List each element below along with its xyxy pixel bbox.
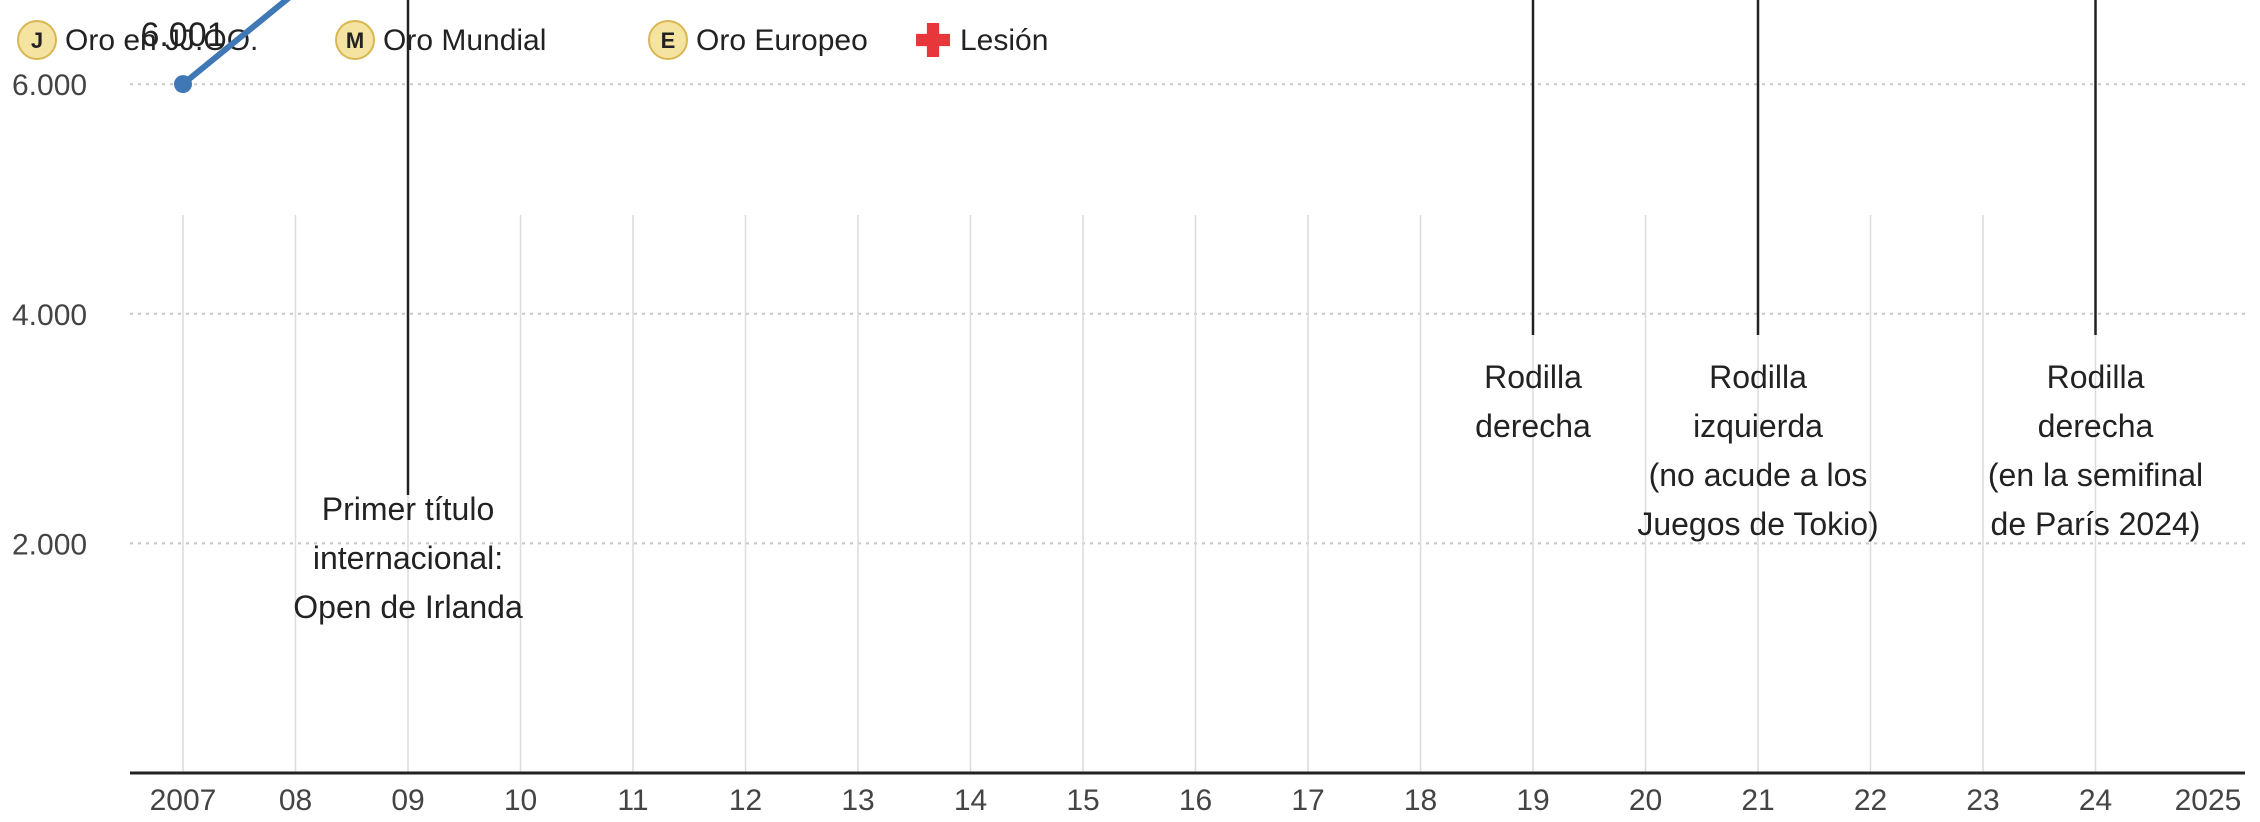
x-tick-label: 15 xyxy=(1066,784,1099,817)
legend-item-injury: Lesión xyxy=(916,23,1048,57)
value-labels: 6.0016.8137.0086.9907.5659.4739.6019.796 xyxy=(140,16,225,54)
medal-circle xyxy=(335,20,375,60)
annotation-line: Rodilla xyxy=(1484,359,1582,395)
legend-medal-m: M xyxy=(335,20,375,60)
annotation-line: derecha xyxy=(2038,408,2154,444)
red-cross-icon xyxy=(916,23,950,57)
legend-item-j: J Oro en JJ.OO. xyxy=(17,20,258,60)
medal-letter: M xyxy=(346,28,364,53)
x-tick-label: 2007 xyxy=(150,784,217,817)
y-tick-label: 4.000 xyxy=(12,299,87,332)
x-axis: 2007 08 09 10 11 12 13 14 15 16 17 18 19 20 21 22 23 24 20… xyxy=(130,771,2245,817)
legend-medal-e: E xyxy=(648,20,688,60)
y-tick-label: 2.000 xyxy=(12,528,87,561)
annotation-line: izquierda xyxy=(1693,408,1823,444)
x-tick-label: 22 xyxy=(1854,784,1887,817)
x-tick-label: 10 xyxy=(504,784,537,817)
x-tick-label: 23 xyxy=(1966,784,1999,817)
annotations: Primer título internacional: Open de Irlan… xyxy=(293,359,2203,625)
x-tick-label: 18 xyxy=(1404,784,1437,817)
value-label: 6.001 xyxy=(140,16,225,54)
series xyxy=(174,0,291,94)
legend-item-m: M Oro Mundial xyxy=(335,20,546,60)
cross-horizontal xyxy=(916,33,950,47)
x-tick-label: 12 xyxy=(729,784,762,817)
medal-letter: E xyxy=(661,28,676,53)
x-tick-label: 09 xyxy=(391,784,424,817)
annotation-leaders xyxy=(406,0,2097,495)
annotation-line: Open de Irlanda xyxy=(293,589,523,625)
medal-circle xyxy=(17,20,57,60)
annotation-line: de París 2024) xyxy=(1991,506,2201,542)
annotation-line: Juegos de Tokio) xyxy=(1637,506,1878,542)
x-tick-label: 13 xyxy=(841,784,874,817)
annotation-line: (no acude a los xyxy=(1649,457,1868,493)
x-tick-label: 19 xyxy=(1516,784,1549,817)
x-tick-label: 08 xyxy=(279,784,312,817)
data-point xyxy=(174,75,192,94)
x-tick-label: 14 xyxy=(954,784,987,817)
medal-circle xyxy=(648,20,688,60)
x-tick-label: 16 xyxy=(1179,784,1212,817)
x-tick-label: 11 xyxy=(617,784,648,817)
medal-letter: J xyxy=(31,28,43,53)
grid xyxy=(130,83,2245,773)
legend-label: Lesión xyxy=(960,24,1048,57)
annotation-line: Primer título xyxy=(322,491,494,527)
x-tick-label: 17 xyxy=(1291,784,1324,817)
annotation-line: Rodilla xyxy=(2047,359,2145,395)
legend-medal-j: J xyxy=(17,20,57,60)
legend-label: Oro Europeo xyxy=(696,24,868,57)
annotation-line: (en la semifinal xyxy=(1988,457,2203,493)
x-tick-label: 20 xyxy=(1629,784,1662,817)
legend: J Oro en JJ.OO. M Oro Mundial E Oro Europeo Le… xyxy=(17,20,1048,60)
x-tick-label: 2025 xyxy=(2175,784,2242,817)
x-tick-label: 24 xyxy=(2079,784,2112,817)
y-tick-label: 6.000 xyxy=(12,69,87,102)
annotation-line: Rodilla xyxy=(1709,359,1807,395)
legend-label: Oro Mundial xyxy=(383,24,546,57)
annotation-line: derecha xyxy=(1475,408,1591,444)
x-tick-label: 21 xyxy=(1741,784,1774,817)
annotation-line: internacional: xyxy=(313,540,503,576)
legend-item-e: E Oro Europeo xyxy=(648,20,868,60)
